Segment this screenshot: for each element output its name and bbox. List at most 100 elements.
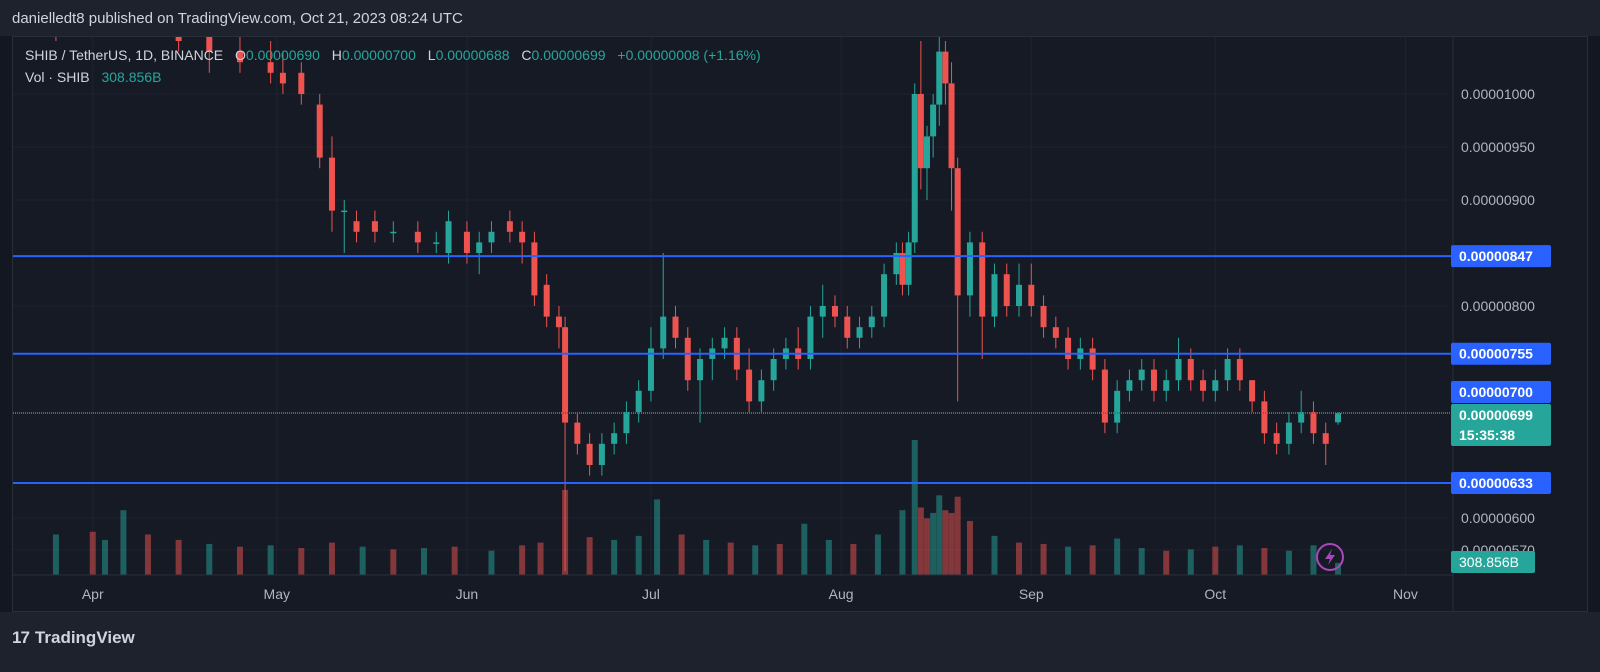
candle-body xyxy=(433,242,440,244)
volume-bar xyxy=(390,549,397,575)
lightning-icon-ring xyxy=(1316,543,1344,571)
candle-body xyxy=(1028,284,1035,306)
candle-body xyxy=(623,412,630,434)
candle-body xyxy=(936,51,943,105)
volume-label: 308.856B xyxy=(1459,554,1519,570)
candle-body xyxy=(758,380,765,402)
candle-body xyxy=(684,337,691,381)
volume-bar xyxy=(1310,545,1317,575)
candle-body xyxy=(1249,380,1256,402)
candle-body xyxy=(598,443,605,465)
candle-body xyxy=(1126,380,1133,391)
legend-low-value: 0.00000688 xyxy=(435,47,510,63)
candle-body xyxy=(868,316,875,328)
legend-low-label: L xyxy=(427,47,436,63)
volume-bar xyxy=(917,507,924,575)
lightning-icon-bolt xyxy=(1325,549,1335,565)
tradingview-logo[interactable]: 17 TradingView xyxy=(12,628,135,648)
level-price-label: 0.00000847 xyxy=(1459,248,1533,264)
x-tick-label: Oct xyxy=(1204,586,1226,602)
tradingview-logo-text: TradingView xyxy=(34,628,135,647)
candle-body xyxy=(476,242,483,253)
candle-body xyxy=(1114,390,1121,423)
volume-bar xyxy=(52,534,59,575)
volume-bar xyxy=(1261,548,1268,575)
volume-bar xyxy=(1114,538,1121,575)
volume-bar xyxy=(611,539,618,575)
legend-open-value: 0.00000690 xyxy=(245,47,320,63)
legend-volume-value: 308.856B xyxy=(101,69,162,85)
volume-bar xyxy=(930,512,937,575)
x-tick-label: Apr xyxy=(82,586,104,602)
candle-body xyxy=(991,274,998,317)
x-tick-label: Sep xyxy=(1019,586,1044,602)
volume-bar xyxy=(911,440,918,575)
publish-info: danielledt8 published on TradingView.com… xyxy=(12,10,463,27)
volume-bar xyxy=(1089,545,1096,575)
legend-close-value: 0.00000699 xyxy=(531,47,606,63)
candle-body xyxy=(1273,433,1280,444)
volume-bar xyxy=(1163,550,1170,575)
volume-bar xyxy=(120,510,127,575)
current-price-label: 15:35:38 xyxy=(1459,427,1515,443)
volume-bar xyxy=(801,523,808,575)
lightning-icon[interactable] xyxy=(1316,543,1344,571)
volume-bar xyxy=(654,499,661,575)
legend-volume-label[interactable]: Vol · SHIB xyxy=(25,69,90,85)
candle-body xyxy=(1065,337,1072,359)
legend-high-label: H xyxy=(331,47,342,63)
volume-bar xyxy=(144,534,151,575)
price-label-700-bg xyxy=(1451,381,1551,403)
x-tick-label: May xyxy=(264,586,290,602)
x-tick-label: Aug xyxy=(829,586,854,602)
candle-body xyxy=(236,51,243,63)
volume-bar xyxy=(954,496,961,575)
candle-body xyxy=(899,253,906,285)
legend-open-label: O xyxy=(235,47,246,63)
candle-body xyxy=(979,242,986,317)
volume-bar xyxy=(874,534,881,575)
candle-body xyxy=(905,242,912,285)
candle-body xyxy=(353,221,360,232)
candle-body xyxy=(371,221,378,232)
candle-body xyxy=(562,327,569,423)
candle-body xyxy=(1175,359,1182,381)
current-price-label: 0.00000699 xyxy=(1459,407,1533,423)
candle-body xyxy=(555,316,562,328)
candle-body xyxy=(316,104,323,158)
candle-body xyxy=(279,72,286,84)
volume-bar xyxy=(1138,548,1145,575)
candle-body xyxy=(1322,433,1329,444)
volume-bar xyxy=(727,542,734,575)
candle-body xyxy=(635,390,642,412)
price-chart[interactable]: 0.00001000 0.00000950 0.00000900 0.00000800… xyxy=(13,37,1588,612)
candle-body xyxy=(1016,284,1023,306)
volume-bar xyxy=(991,535,998,575)
candle-body xyxy=(175,37,182,41)
chart-pane[interactable]: SHIB / TetherUS, 1D, BINANCE O0.00000690… xyxy=(12,36,1588,612)
candle-body xyxy=(807,316,814,359)
level-price-label: 0.00000633 xyxy=(1459,475,1533,491)
volume-bar xyxy=(1065,546,1072,575)
bottom-bar: 17 TradingView xyxy=(0,612,1600,672)
tradingview-logo-icon: 17 xyxy=(12,628,30,647)
legend-symbol[interactable]: SHIB / TetherUS, 1D, BINANCE xyxy=(25,47,224,63)
volume-bar xyxy=(1016,542,1023,575)
candle-body xyxy=(1003,274,1010,306)
volume-bar xyxy=(420,548,427,575)
candle-body xyxy=(1052,327,1059,338)
volume-bar xyxy=(924,518,931,575)
volume-bar xyxy=(678,534,685,575)
candle-body xyxy=(1335,413,1341,423)
candle-body xyxy=(831,306,838,317)
x-tick-label: Nov xyxy=(1393,586,1418,602)
candle-body xyxy=(531,242,538,296)
candle-body xyxy=(881,274,888,317)
legend-price-row: SHIB / TetherUS, 1D, BINANCE O0.00000690… xyxy=(25,47,761,69)
volume-bar xyxy=(1335,562,1341,575)
candle-body xyxy=(1200,380,1207,391)
volume-label-bg xyxy=(1451,551,1535,573)
candle-body xyxy=(1138,369,1145,381)
candle-body xyxy=(1101,369,1108,423)
legend-close-label: C xyxy=(521,47,532,63)
